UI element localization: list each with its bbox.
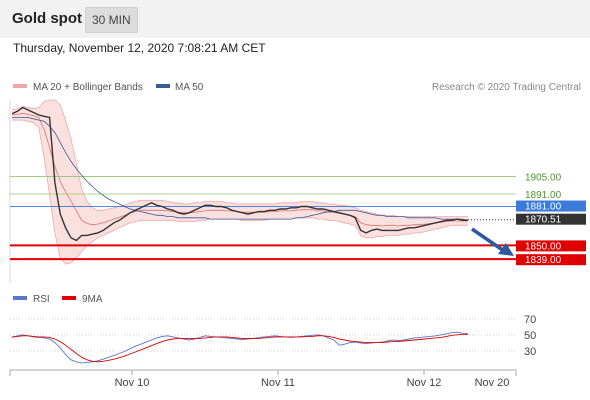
rsi-tick-label: 30 xyxy=(524,346,536,358)
level-label: 1870.51 xyxy=(525,215,562,226)
level-label-bg xyxy=(516,240,586,252)
bollinger-legend-swatch xyxy=(13,84,27,88)
level-label: 1839.00 xyxy=(525,255,562,266)
timestamp: Thursday, November 12, 2020 7:08:21 AM C… xyxy=(13,41,266,55)
ma50-legend-swatch xyxy=(156,84,170,88)
rsi-tick-label: 50 xyxy=(524,330,536,342)
level-label: 1905.00 xyxy=(525,172,562,183)
level-label: 1850.00 xyxy=(525,241,562,252)
rsi-line xyxy=(11,331,469,364)
rsi-gridlines: 70 50 30 xyxy=(10,314,536,358)
rsi-ma-legend-label: 9MA xyxy=(82,294,103,305)
bollinger-legend-label: MA 20 + Bollinger Bands xyxy=(33,82,143,93)
level-label-bg xyxy=(516,200,586,212)
rsi-legend-label: RSI xyxy=(33,294,50,305)
price-levels xyxy=(10,176,516,261)
instrument-title: Gold spot xyxy=(12,10,82,27)
x-tick-label: Nov 12 xyxy=(407,377,442,389)
bollinger-upper-line xyxy=(11,99,468,217)
x-tick-label: Nov 20 xyxy=(475,377,510,389)
credit-text: Research © 2020 Trading Central xyxy=(432,82,581,93)
x-tick-label: Nov 11 xyxy=(261,377,295,389)
timeframe-badge[interactable]: 30 MIN xyxy=(85,7,138,33)
rsi-tick-label: 70 xyxy=(524,314,536,326)
level-label: 1881.00 xyxy=(525,202,562,213)
x-axis-ticks: Nov 10 Nov 11 Nov 12 Nov 20 xyxy=(115,370,510,389)
ma50-line xyxy=(12,117,469,221)
bollinger-bands xyxy=(11,99,468,265)
forecast-arrow xyxy=(471,227,514,256)
ma50-legend-label: MA 50 xyxy=(175,82,204,93)
rsi-ma-line xyxy=(11,333,468,363)
price-series-line xyxy=(11,106,468,242)
rsi-ma-legend-swatch xyxy=(62,296,76,300)
level-label-bg xyxy=(516,254,586,266)
level-label: 1891.00 xyxy=(525,190,562,201)
level-label-bg xyxy=(516,213,586,225)
x-tick-label: Nov 10 xyxy=(115,377,150,389)
rsi-legend-swatch xyxy=(13,296,27,300)
chart-header: Gold spot 30 MIN xyxy=(0,0,590,38)
bollinger-band-fill xyxy=(12,100,468,265)
